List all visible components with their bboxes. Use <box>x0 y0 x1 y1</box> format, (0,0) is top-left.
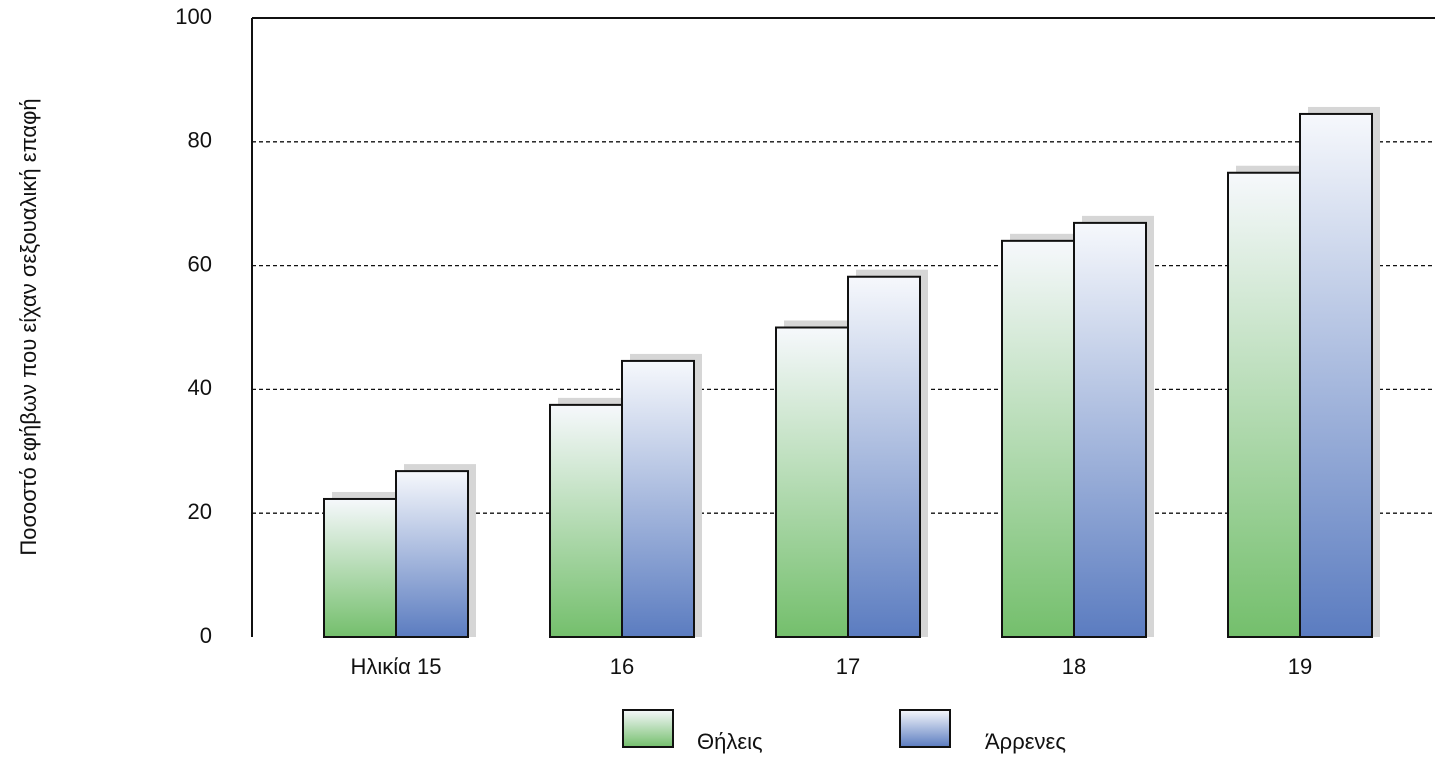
bar <box>1299 112 1373 638</box>
y-tick-label: 20 <box>188 499 212 524</box>
y-axis-label: Ποσοστό εφήβων που είχαν σεξουαλική επαφ… <box>16 98 41 555</box>
y-tick-label: 40 <box>188 375 212 400</box>
x-tick-label: 17 <box>836 654 860 679</box>
x-tick-label: 16 <box>610 654 634 679</box>
bar <box>1227 171 1301 638</box>
y-tick-label: 80 <box>188 128 212 153</box>
y-tick-label: 0 <box>200 623 212 648</box>
legend-label: Θήλεις <box>697 729 763 754</box>
x-tick-label: 19 <box>1288 654 1312 679</box>
legend-label: Άρρενες <box>985 729 1066 754</box>
legend-swatch <box>622 709 674 748</box>
bar <box>621 359 695 638</box>
legend-swatch <box>899 709 951 748</box>
bar <box>775 326 849 638</box>
bar <box>395 470 469 638</box>
x-tick-label: Ηλικία 15 <box>351 654 442 679</box>
bar <box>549 403 623 638</box>
bar <box>323 497 397 639</box>
bar <box>1073 221 1147 638</box>
x-tick-label: 18 <box>1062 654 1086 679</box>
y-tick-label: 100 <box>175 4 212 29</box>
bar <box>847 275 921 638</box>
bar <box>1001 239 1075 638</box>
y-tick-label: 60 <box>188 251 212 276</box>
